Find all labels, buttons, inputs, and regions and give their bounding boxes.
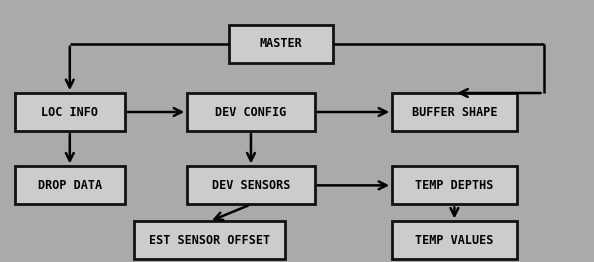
Text: DEV SENSORS: DEV SENSORS xyxy=(212,179,290,192)
FancyBboxPatch shape xyxy=(392,166,517,204)
Text: DEV CONFIG: DEV CONFIG xyxy=(216,106,286,118)
FancyBboxPatch shape xyxy=(392,93,517,131)
FancyBboxPatch shape xyxy=(187,93,315,131)
FancyBboxPatch shape xyxy=(392,221,517,259)
Text: TEMP DEPTHS: TEMP DEPTHS xyxy=(415,179,494,192)
FancyBboxPatch shape xyxy=(134,221,285,259)
Text: TEMP VALUES: TEMP VALUES xyxy=(415,234,494,247)
FancyBboxPatch shape xyxy=(15,166,125,204)
FancyBboxPatch shape xyxy=(229,25,333,63)
Text: EST SENSOR OFFSET: EST SENSOR OFFSET xyxy=(149,234,270,247)
Text: DROP DATA: DROP DATA xyxy=(38,179,102,192)
Text: BUFFER SHAPE: BUFFER SHAPE xyxy=(412,106,497,118)
Text: LOC INFO: LOC INFO xyxy=(42,106,98,118)
Text: MASTER: MASTER xyxy=(260,37,302,50)
FancyBboxPatch shape xyxy=(187,166,315,204)
FancyBboxPatch shape xyxy=(15,93,125,131)
